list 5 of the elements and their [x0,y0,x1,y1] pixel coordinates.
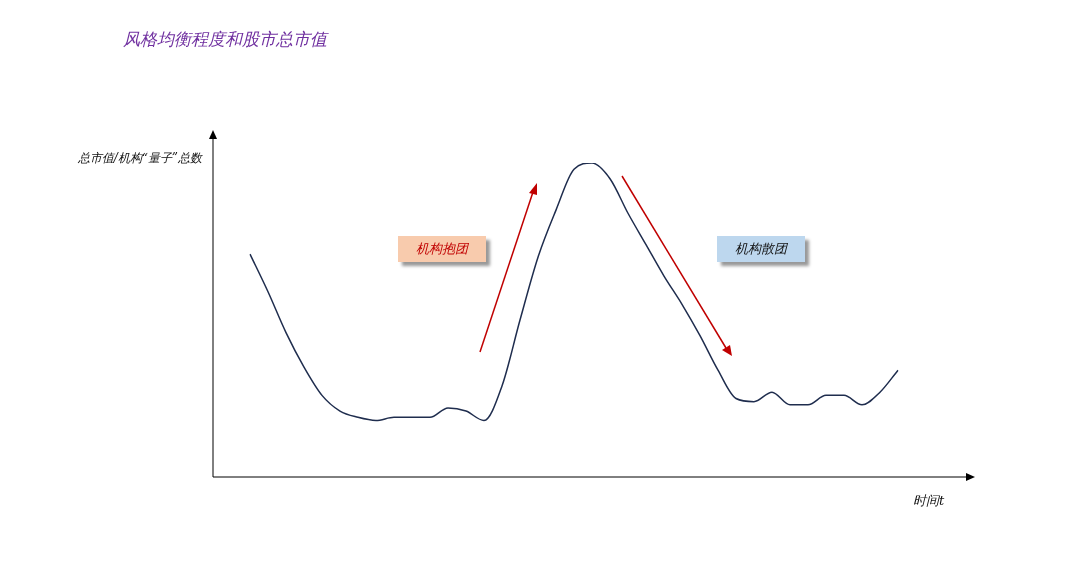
annotation: 机构抱团 [398,236,486,262]
x-axis-title: 时间t [913,492,945,510]
chart-title: 风格均衡程度和股市总市值 [123,28,327,51]
annotation: 机构散团 [717,236,805,262]
y-axis-title: 总市值/机构“量子”总数 [77,150,202,167]
